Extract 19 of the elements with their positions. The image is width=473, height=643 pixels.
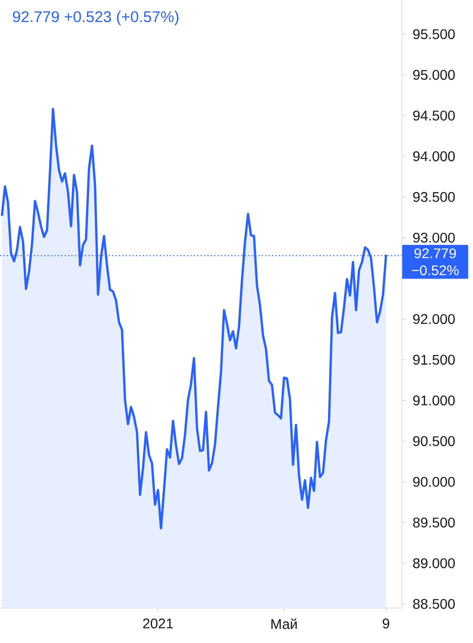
y-tick-label: 88.500: [413, 598, 455, 609]
y-tick-label: 90.500: [413, 436, 455, 446]
y-tick-label: 90.000: [413, 476, 455, 487]
y-tick-label: 89.500: [413, 518, 455, 528]
x-tick-label: Май: [271, 618, 297, 630]
y-tick-label: 92.000: [413, 314, 455, 324]
ref-line-label: 92.779 −0.52%: [412, 248, 459, 276]
y-tick-label: 95.500: [413, 29, 455, 40]
x-tick-label: 2021: [143, 618, 173, 628]
y-tick-label: 94.000: [413, 151, 455, 162]
x-tick-label: 9: [382, 618, 390, 628]
y-tick-label: 95.000: [413, 70, 455, 80]
y-tick-label: 93.500: [413, 192, 455, 202]
text: 92.779 +0.523 (+0.57%): [12, 10, 178, 26]
y-tick-label: 94.500: [413, 110, 455, 121]
y-tick-label: 93.000: [413, 232, 455, 243]
y-tick-label: 89.000: [413, 558, 455, 568]
y-tick-label: 91.500: [413, 354, 455, 365]
y-tick-label: 91.000: [413, 395, 455, 406]
